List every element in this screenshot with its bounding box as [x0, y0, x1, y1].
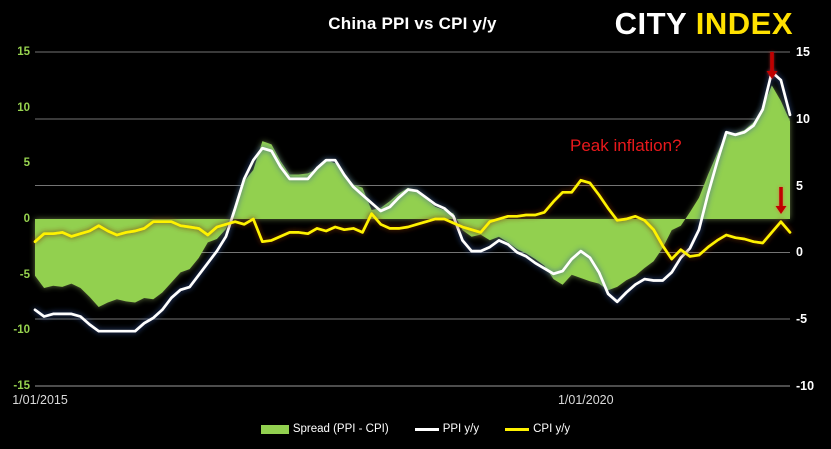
y-axis-right-tick-label: -5 — [796, 312, 808, 327]
y-axis-left-tick-label: 0 — [23, 213, 30, 225]
y-axis-right-tick-label: 5 — [796, 178, 803, 193]
y-axis-left-tick-label: 5 — [23, 157, 30, 170]
legend-label-spread: Spread (PPI - CPI) — [292, 423, 389, 435]
legend-item-ppi: PPI y/y — [414, 423, 480, 435]
legend-item-spread: Spread (PPI - CPI) — [260, 423, 389, 435]
y-axis-right-tick-label: 15 — [796, 45, 810, 59]
x-axis-tick-label: 1/01/2015 — [12, 393, 68, 407]
y-axis-right-tick-label: 10 — [796, 111, 810, 126]
chart-title: China PPI vs CPI y/y — [328, 14, 497, 33]
legend-label-ppi: PPI y/y — [442, 423, 480, 435]
red-down-arrow-icon — [775, 187, 787, 214]
y-axis-left-tick-label: -5 — [19, 268, 30, 281]
brand-logo-index: INDEX — [695, 6, 793, 41]
x-axis-tick-label: 1/01/2020 — [557, 393, 614, 407]
cpi-line-swatch-icon — [505, 427, 530, 431]
y-axis-left-tick-label: 15 — [17, 46, 30, 58]
brand-logo: CITY INDEX — [615, 6, 793, 42]
red-down-arrow-icon — [766, 52, 778, 79]
y-axis-right-tick-label: -10 — [796, 379, 815, 393]
y-axis-left-tick-label: -15 — [13, 380, 30, 392]
y-axis-left-tick-label: 10 — [17, 101, 30, 114]
ppi-line-swatch-icon — [414, 427, 439, 431]
brand-logo-city: CITY — [614, 6, 696, 41]
legend-label-cpi: CPI y/y — [533, 423, 571, 435]
legend-item-cpi: CPI y/y — [505, 423, 570, 435]
y-axis-left-tick-label: -10 — [13, 324, 30, 337]
y-axis-right-tick-label: 0 — [796, 245, 803, 260]
peak-inflation-annotation: Peak inflation? — [570, 136, 682, 155]
legend: Spread (PPI - CPI) PPI y/y CPI y/y — [0, 423, 831, 435]
spread-area-swatch-icon — [260, 424, 289, 434]
